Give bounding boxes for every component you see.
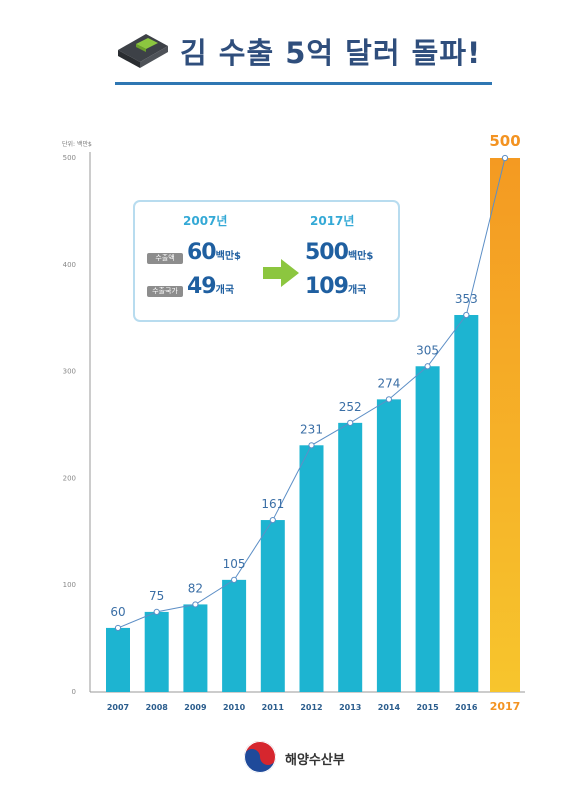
data-label: 305: [416, 343, 439, 357]
data-label: 353: [455, 292, 478, 306]
to-amount-value: 500: [305, 240, 349, 265]
y-tick-label: 500: [63, 154, 76, 162]
x-tick-label: 2009: [184, 703, 207, 712]
from-countries-value: 49: [187, 274, 217, 299]
bar: [490, 158, 520, 692]
trend-point: [424, 363, 431, 370]
x-tick-label: 2017: [490, 700, 521, 713]
y-tick-label: 100: [63, 581, 76, 589]
ministry-emblem-icon: [244, 741, 276, 773]
export-amount-badge: 수출액: [147, 253, 183, 264]
bar: [144, 611, 169, 692]
x-tick-label: 2010: [223, 703, 246, 712]
trend-point: [153, 608, 160, 616]
trend-point: [308, 442, 315, 449]
data-label: 60: [110, 605, 125, 619]
bar: [183, 604, 208, 692]
to-amount: 500백만$: [305, 240, 373, 265]
bar: [299, 445, 324, 692]
y-axis-unit-label: 단위: 백만$: [62, 140, 92, 148]
seaweed-pack-icon: [118, 34, 168, 68]
y-tick-label: 0: [72, 688, 76, 696]
data-label: 500: [489, 132, 520, 150]
bar: [376, 399, 401, 692]
x-tick-label: 2013: [339, 703, 361, 712]
data-label: 274: [377, 376, 400, 390]
bar: [454, 314, 479, 692]
x-tick-label: 2014: [378, 703, 401, 712]
to-countries: 109개국: [305, 274, 366, 299]
data-label: 252: [339, 400, 362, 414]
data-label: 82: [188, 581, 203, 595]
ministry-name: 해양수산부: [285, 753, 345, 768]
y-tick-label: 300: [63, 368, 76, 376]
bar: [338, 422, 363, 692]
to-countries-unit: 개국: [347, 285, 367, 296]
to-countries-value: 109: [305, 274, 349, 299]
to-amount-unit: 백만$: [347, 251, 374, 262]
x-tick-label: 2007: [107, 703, 129, 712]
x-tick-label: 2015: [416, 703, 439, 712]
bar: [106, 627, 130, 692]
from-countries-unit: 개국: [215, 285, 235, 296]
x-tick-label: 2011: [262, 703, 285, 712]
trend-point: [347, 419, 354, 426]
to-year: 2017년: [310, 214, 355, 228]
trend-point: [114, 624, 122, 632]
from-amount-value: 60: [187, 240, 217, 265]
trend-point: [231, 576, 238, 583]
from-amount-unit: 백만$: [215, 251, 241, 262]
x-tick-label: 2008: [146, 703, 169, 712]
data-label: 75: [149, 589, 164, 603]
y-tick-label: 400: [63, 261, 76, 269]
export-countries-badge: 수출국가: [147, 286, 183, 297]
x-tick-label: 2012: [300, 703, 322, 712]
title-underline: [115, 82, 492, 85]
title-row: 김 수출 5억 달러 돌파!: [0, 26, 584, 76]
data-label: 161: [261, 497, 284, 511]
trend-point: [501, 154, 509, 162]
bar: [415, 366, 440, 692]
summary-box: 2007년 2017년 수출액 60백만$ 수출국가 49개국 500백만$ 1…: [133, 200, 400, 322]
data-label: 105: [223, 557, 246, 571]
arrow-right-icon: [263, 259, 299, 287]
from-countries: 49개국: [187, 274, 234, 299]
bar: [260, 520, 285, 692]
y-tick-label: 200: [63, 474, 76, 482]
from-year: 2007년: [183, 214, 228, 228]
trend-point: [385, 396, 392, 403]
bar: [222, 579, 247, 692]
trend-point: [192, 601, 199, 608]
x-tick-label: 2016: [455, 703, 478, 712]
trend-point: [463, 311, 470, 319]
from-amount: 60백만$: [187, 240, 241, 265]
data-label: 231: [300, 422, 323, 436]
page-title: 김 수출 5억 달러 돌파!: [180, 36, 482, 70]
trend-point: [269, 516, 276, 524]
